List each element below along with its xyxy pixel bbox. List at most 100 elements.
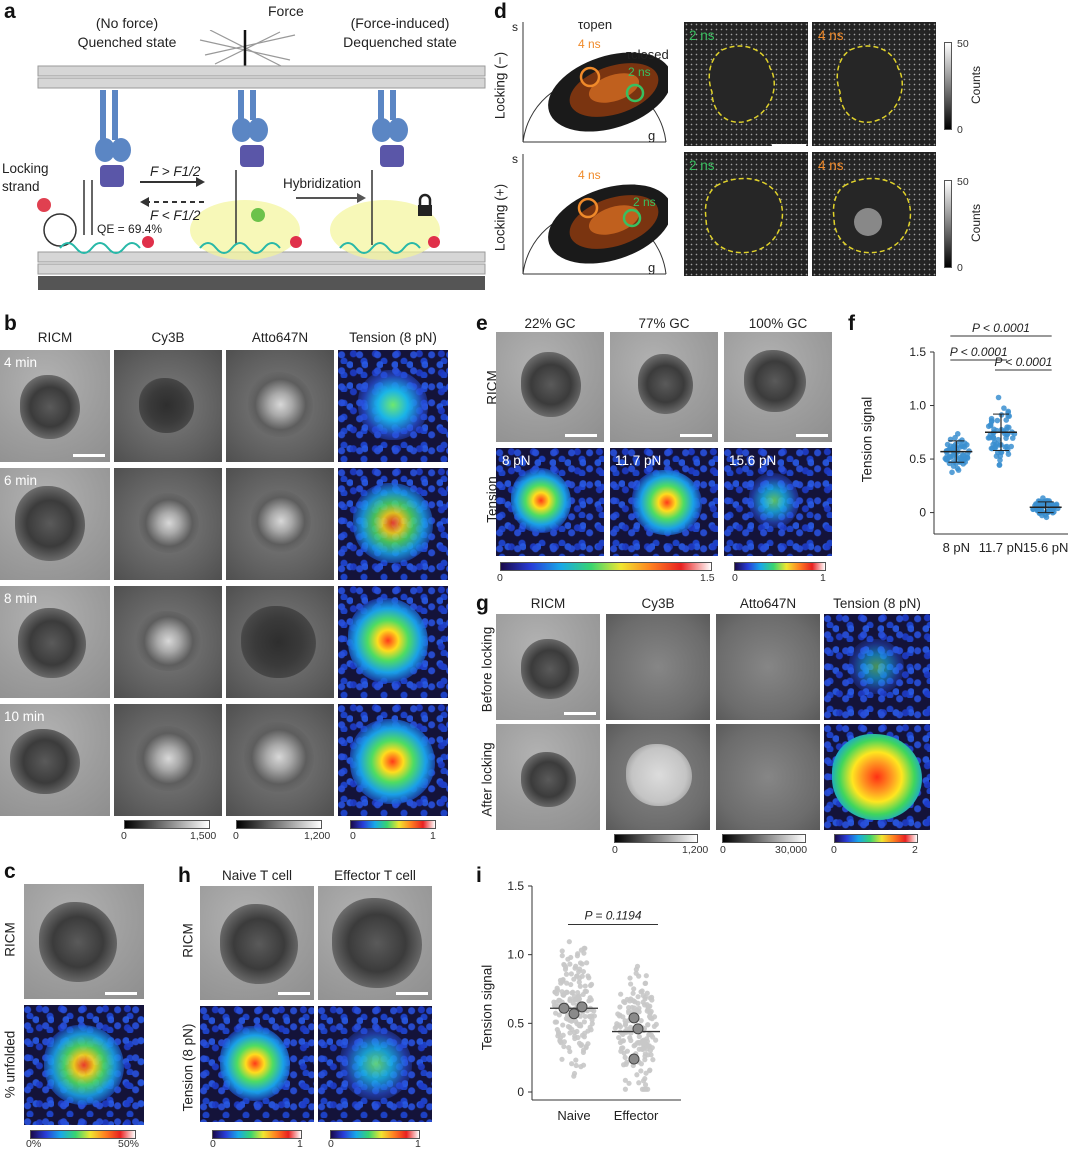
d-outline-3: [704, 177, 784, 254]
i-data-point: [628, 996, 634, 1002]
f-data-point: [1038, 501, 1045, 508]
i-data-point: [580, 968, 587, 975]
i-data-point: [617, 1004, 623, 1010]
b-tension-8min: [338, 586, 448, 698]
i-data-point: [633, 970, 639, 976]
i-data-point: [578, 1064, 584, 1070]
f-data-point: [1001, 405, 1007, 411]
i-data-point: [642, 1053, 648, 1059]
e-cbar-1: [500, 562, 712, 571]
i-ylabel: Tension signal: [479, 964, 495, 1051]
i-replicate-mean: [628, 1053, 640, 1065]
i-data-point: [572, 997, 578, 1003]
i-data-point: [571, 1070, 578, 1077]
h-col-effector: Effector T cell: [334, 868, 416, 883]
i-data-point: [575, 989, 581, 996]
i-data-point: [583, 988, 590, 995]
i-data-point: [581, 945, 587, 951]
h-row-ricm: RICM: [180, 923, 196, 958]
b-col-cy3b: Cy3B: [151, 330, 185, 345]
d-phasor-plot-bottom: [522, 154, 668, 275]
panel-c-letter: c: [4, 860, 16, 883]
panel-f-letter: f: [848, 312, 855, 335]
i-data-point: [559, 978, 565, 985]
i-data-point: [565, 1016, 571, 1022]
f-data-point: [993, 453, 1000, 459]
f-data-point: [1004, 447, 1011, 453]
i-data-point: [638, 1018, 644, 1024]
i-data-point: [565, 956, 571, 962]
g-tension-before: [824, 614, 930, 720]
i-data-point: [646, 1068, 653, 1074]
g-col-atto: Atto647N: [739, 596, 797, 611]
i-data-point: [569, 1061, 575, 1067]
d-axis-g-top: g: [648, 128, 656, 143]
d-cbar-top-min: 0: [957, 124, 963, 136]
i-p-value: P = 0.1194: [584, 908, 641, 922]
chart-i: 0 0.5 1.0 1.5 Naive Effector P = 0.1194: [507, 879, 681, 1123]
panel-e-letter: e: [476, 312, 488, 335]
c-scalebar: [105, 992, 137, 995]
i-data-point: [554, 991, 560, 997]
e-label-8pn: 8 pN: [502, 453, 531, 468]
f-data-point: [994, 417, 1001, 424]
b-ricm-6min: [0, 468, 110, 580]
b-cbar-tension-max: 1: [430, 830, 436, 842]
i-replicate-mean: [576, 1001, 588, 1013]
f-data-point: [944, 441, 951, 448]
b-cy3b-8min: [114, 586, 222, 698]
i-data-point: [577, 983, 583, 989]
i-data-point: [560, 1022, 566, 1028]
d-cbar-bottom: [944, 180, 952, 268]
d-counts-top: Counts: [969, 65, 983, 105]
e-label-11pn: 11.7 pN: [615, 453, 662, 468]
i-category-label: Effector: [614, 1108, 659, 1123]
i-data-point: [639, 988, 645, 994]
i-data-point: [568, 1018, 575, 1024]
i-data-point: [576, 979, 582, 985]
e-ricm-100gc: [724, 332, 832, 442]
h-tension-naive: [200, 1006, 314, 1122]
b-tension-6min: [338, 468, 448, 580]
f-category-label: 15.6 pN: [1023, 540, 1069, 555]
b-cbar-cy3b: [124, 820, 210, 829]
g-col-ricm: RICM: [530, 596, 566, 611]
i-data-point: [573, 1057, 579, 1063]
i-data-point: [650, 1057, 656, 1063]
force-lt-label: F < F1/2: [150, 208, 201, 223]
i-data-point: [574, 953, 581, 959]
h-ricm-naive: [200, 886, 314, 1000]
f-data-point: [1008, 443, 1015, 450]
i-data-point: [563, 964, 569, 970]
b-atto-10min: [226, 704, 334, 816]
i-data-point: [626, 1080, 632, 1086]
f-data-point: [962, 459, 969, 465]
force-label: Force: [268, 3, 304, 19]
i-ytick-label: 0.5: [507, 1016, 524, 1030]
i-data-point: [557, 998, 563, 1004]
h-cbar-2-min: 0: [328, 1138, 334, 1150]
b-row-6min: 6 min: [4, 473, 38, 488]
b-atto-4min: [226, 350, 334, 462]
d-4ns-top: 4 ns: [578, 37, 601, 51]
f-data-point: [995, 394, 1002, 401]
b-cbar-atto: [236, 820, 322, 829]
i-data-point: [566, 1045, 572, 1051]
h-cbar-2-max: 1: [415, 1138, 421, 1150]
i-data-point: [647, 1010, 653, 1016]
i-data-point: [580, 1049, 587, 1056]
e-scalebar-1: [565, 434, 597, 437]
i-data-point: [566, 939, 572, 945]
f-ylabel: Tension signal: [859, 396, 875, 483]
b-col-atto: Atto647N: [251, 330, 309, 345]
b-cbar-tension: [350, 820, 436, 829]
f-ytick-label: 1.0: [909, 399, 926, 413]
i-data-point: [622, 1054, 628, 1061]
i-data-point: [581, 1019, 587, 1025]
i-replicate-mean: [628, 1012, 640, 1024]
g-col-cy3b: Cy3B: [641, 596, 675, 611]
c-ricm-image: [24, 884, 144, 999]
f-category-label: 11.7 pN: [979, 540, 1024, 555]
b-cy3b-4min: [114, 350, 222, 462]
h-cbar-2: [330, 1130, 420, 1139]
